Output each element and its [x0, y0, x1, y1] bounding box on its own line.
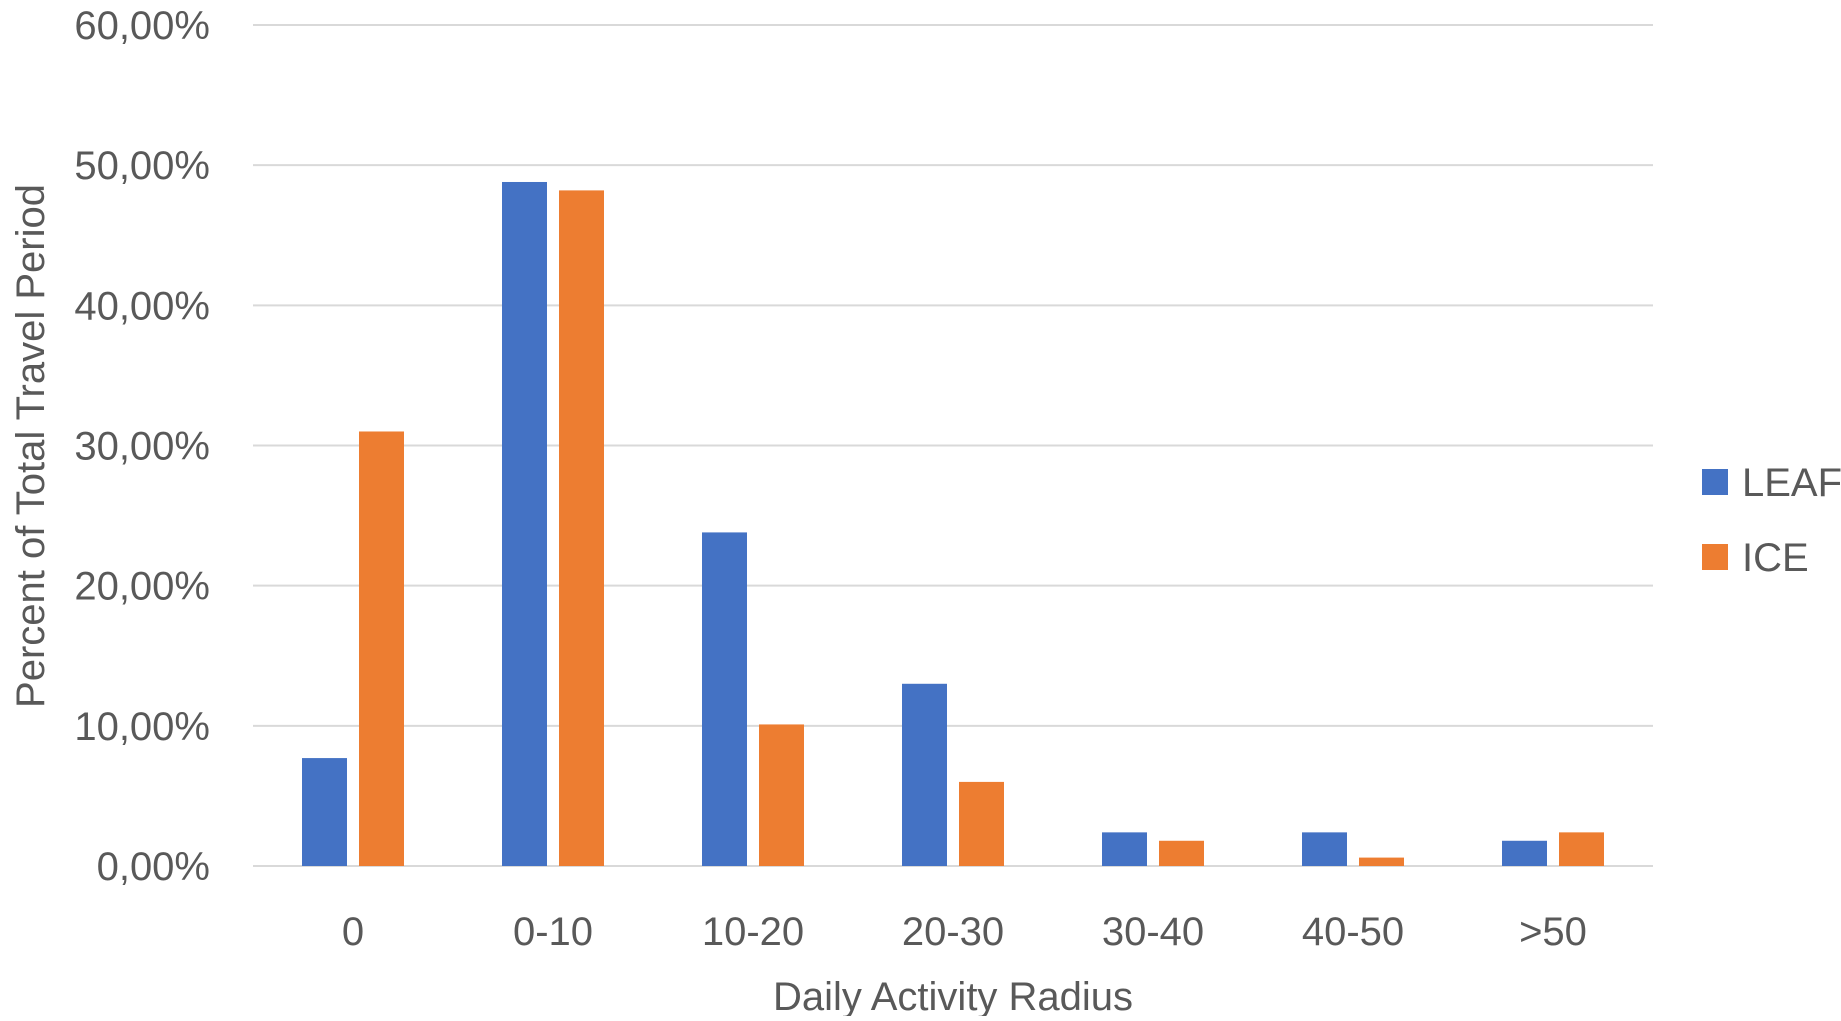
bar-leaf [1302, 832, 1347, 866]
x-tick-label: >50 [1519, 910, 1587, 954]
y-tick-label: 50,00% [74, 144, 210, 188]
bar-ice [959, 781, 1004, 866]
y-tick-label: 30,00% [74, 425, 210, 469]
y-tick-label: 10,00% [74, 705, 210, 749]
bar-ice [1159, 840, 1204, 866]
bar-leaf [502, 181, 547, 866]
bar-ice [559, 190, 604, 866]
y-tick-label: 20,00% [74, 565, 210, 609]
bar-ice [759, 724, 804, 866]
legend-label-ice: ICE [1742, 536, 1809, 580]
x-tick-label: 30-40 [1102, 910, 1204, 954]
legend-swatch-ice [1702, 544, 1728, 570]
bar-leaf [1502, 840, 1547, 866]
bar-ice [1359, 857, 1404, 866]
y-axis-ticks: 0,00% 10,00% 20,00% 30,00% 40,00% 50,00% 60,00… [74, 4, 210, 889]
x-tick-label: 0-10 [513, 910, 593, 954]
legend-swatch-leaf [1702, 469, 1728, 495]
bar-leaf [302, 758, 347, 866]
x-tick-label: 0 [342, 910, 364, 954]
bar-leaf [702, 532, 747, 866]
gridlines [253, 24, 1653, 867]
bar-ice [359, 431, 404, 866]
bars [302, 181, 1604, 866]
legend-label-leaf: LEAF [1742, 461, 1841, 505]
bar-leaf [1102, 832, 1147, 866]
x-tick-label: 40-50 [1302, 910, 1404, 954]
y-tick-label: 0,00% [97, 845, 210, 889]
x-tick-label: 20-30 [902, 910, 1004, 954]
y-axis-title: Percent of Total Travel Period [9, 184, 53, 708]
y-tick-label: 60,00% [74, 4, 210, 48]
bar-leaf [902, 683, 947, 866]
x-axis-title: Daily Activity Radius [773, 975, 1133, 1016]
bar-ice [1559, 832, 1604, 866]
x-tick-label: 10-20 [702, 910, 804, 954]
y-tick-label: 40,00% [74, 284, 210, 328]
legend: LEAF ICE [1702, 461, 1841, 580]
x-axis-ticks: 0 0-10 10-20 20-30 30-40 40-50 >50 [342, 910, 1587, 954]
